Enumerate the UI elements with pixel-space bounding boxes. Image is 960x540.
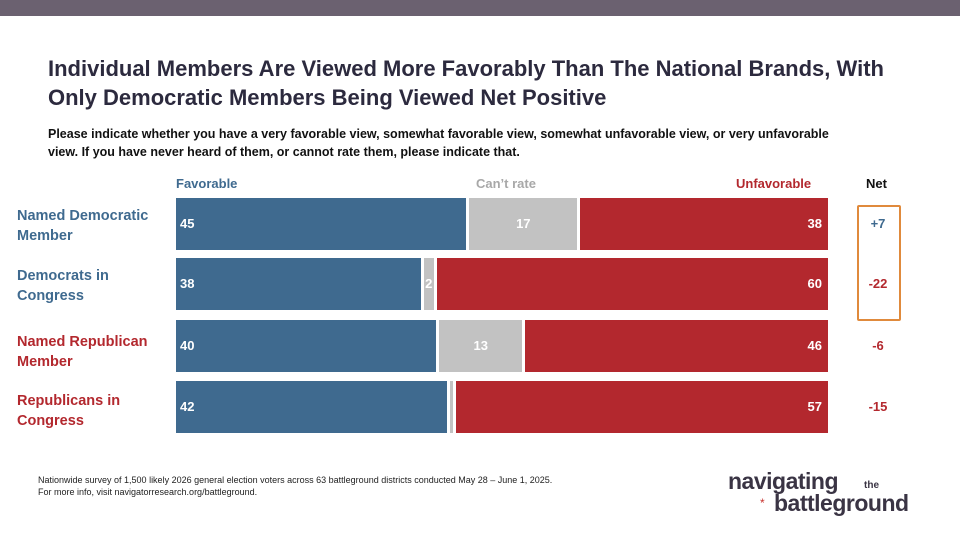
data-label-cant-rate: 2 (425, 276, 433, 291)
bar-row: 40 13 46 (176, 320, 828, 372)
bar-segment-cant-rate (469, 198, 581, 250)
top-bar (0, 0, 960, 16)
header-cant-rate: Can’t rate (476, 176, 536, 191)
net-value: -15 (868, 399, 888, 414)
bar-row: 45 17 38 (176, 198, 828, 250)
bar-segment-unfavorable (525, 320, 828, 372)
category-label: Republicans in Congress (17, 393, 121, 429)
header-favorable: Favorable (176, 176, 238, 191)
stacked-bar-chart: Favorable Can’t rate Unfavorable Net Nam… (0, 170, 960, 450)
data-label-favorable: 40 (180, 338, 195, 353)
bar-segment-cant-rate (423, 258, 437, 310)
category-label: Named Democratic Member (17, 208, 149, 244)
header-unfavorable: Unfavorable (736, 176, 812, 191)
survey-question: Please indicate whether you have a very … (48, 127, 829, 159)
data-label-favorable: 45 (180, 216, 195, 231)
data-label-unfavorable: 57 (807, 399, 822, 414)
bar-segment-favorable (176, 381, 450, 433)
data-label-favorable: 42 (180, 399, 195, 414)
data-label-unfavorable: 38 (807, 216, 822, 231)
bar-row: 42 57 (176, 381, 828, 433)
footnote: Nationwide survey of 1,500 likely 2026 g… (38, 475, 552, 498)
net-value: +7 (870, 216, 886, 231)
category-label: Democrats in Congress (17, 268, 109, 304)
navigating-battleground-logo: navigating the * battleground (728, 468, 940, 520)
net-value: -6 (872, 338, 884, 353)
bar-segment-favorable (176, 198, 470, 250)
footnote-link: For more info, visit navigatorresearch.o… (38, 486, 258, 497)
header-net: Net (866, 176, 887, 191)
logo-word-battleground: battleground (774, 490, 909, 516)
bar-segment-unfavorable (436, 258, 828, 310)
bar-segment-unfavorable (580, 198, 828, 250)
data-label-cant-rate: 17 (516, 216, 531, 231)
page-title: Individual Members Are Viewed More Favor… (48, 56, 884, 110)
logo-star-icon: * (760, 496, 765, 510)
data-label-unfavorable: 60 (807, 276, 822, 291)
bar-segment-favorable (176, 258, 424, 310)
data-label-unfavorable: 46 (807, 338, 822, 353)
bar-segment-cant-rate (449, 381, 457, 433)
bar-segment-favorable (176, 320, 440, 372)
net-value: -22 (868, 276, 888, 291)
logo-word-the: the (864, 480, 879, 491)
category-label: Named Republican Member (17, 334, 148, 370)
bar-segment-cant-rate (439, 320, 526, 372)
bar-segment-unfavorable (456, 381, 828, 433)
data-label-favorable: 38 (180, 276, 195, 291)
net-highlight-box (857, 205, 901, 321)
logo-word-navigating: navigating (728, 468, 839, 494)
footnote-survey: Nationwide survey of 1,500 likely 2026 g… (38, 475, 553, 485)
bar-row: 38 2 60 (176, 258, 828, 310)
data-label-cant-rate: 13 (473, 338, 488, 353)
